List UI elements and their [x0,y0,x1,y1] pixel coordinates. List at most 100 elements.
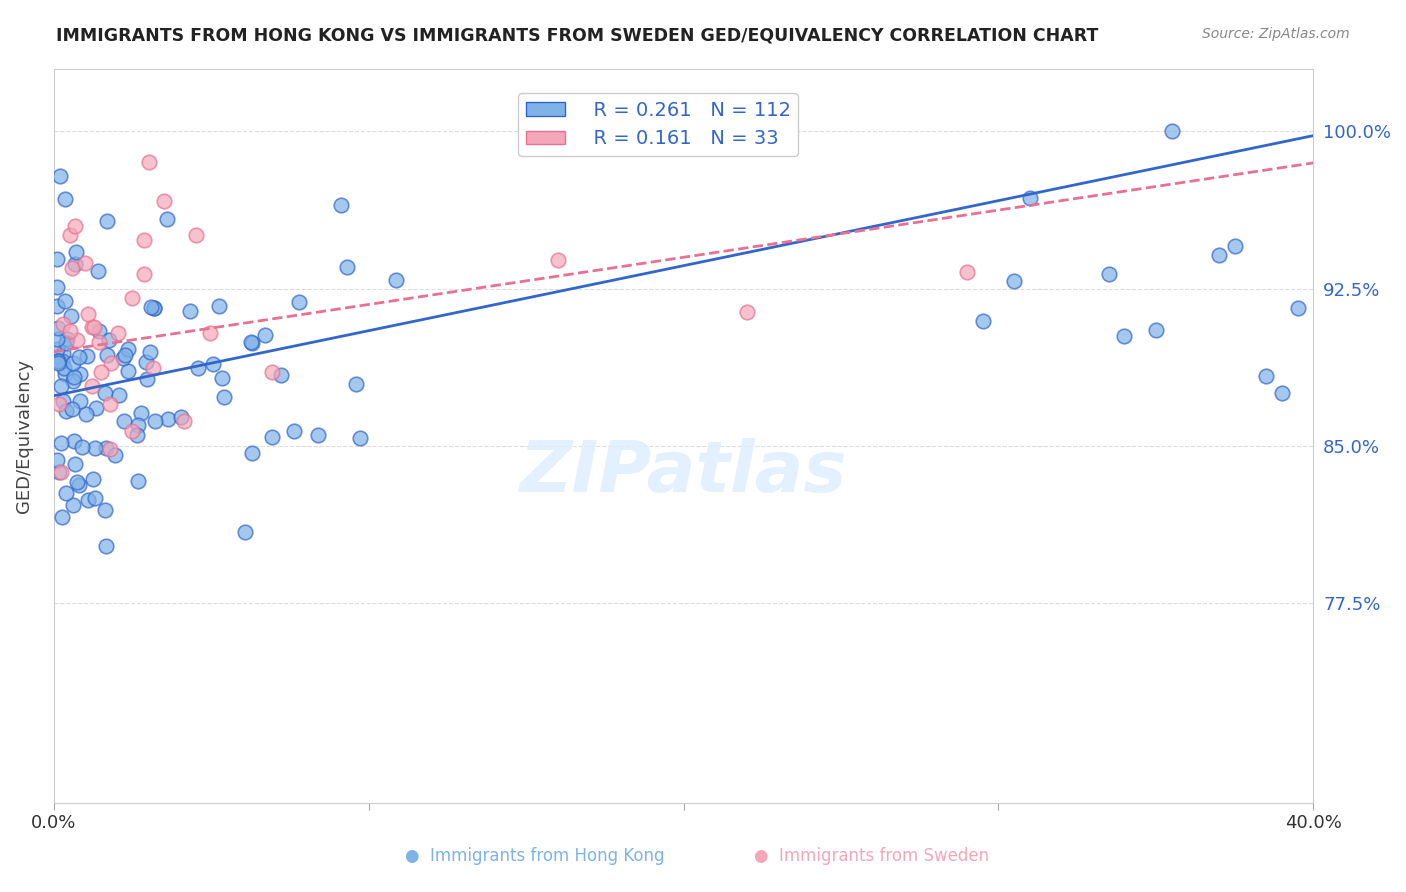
Point [87,335,110,350]
Point [60,260,83,275]
Point [59,227,82,242]
Point [344,376,367,391]
Point [67,350,90,364]
Point [107,326,129,340]
Point [121,425,143,439]
Point [53,368,76,382]
Point [46,453,69,467]
Point [187,361,209,376]
Point [143,301,166,315]
Point [547,253,569,268]
Point [104,449,127,463]
Point [46,332,69,346]
Point [49,465,72,479]
Point [156,412,179,426]
Point [76,349,98,363]
Point [87,324,110,338]
Point [98,442,121,456]
Point [70,440,93,454]
Point [90,365,112,379]
Point [208,299,231,313]
Point [55,404,77,418]
Point [94,441,117,455]
Point [48,465,70,479]
Point [53,360,76,375]
Point [75,407,97,421]
Point [138,345,160,359]
Point [127,418,149,433]
Point [129,406,152,420]
Point [63,219,86,233]
Point [136,372,159,386]
Point [1160,124,1182,138]
Point [52,393,75,408]
Point [349,431,371,445]
Point [51,378,73,392]
Point [1097,267,1119,281]
Point [49,435,72,450]
Point [69,367,91,381]
Point [48,169,70,183]
Point [254,327,277,342]
Point [83,320,105,334]
Point [127,475,149,489]
Point [1223,239,1246,253]
Point [75,256,97,270]
Point [139,301,162,315]
Point [69,394,91,409]
Point [62,356,84,370]
Point [200,326,222,340]
Point [262,430,284,444]
Point [330,198,353,212]
Point [956,265,979,279]
Point [184,228,207,243]
Point [240,334,263,349]
Point [53,294,76,309]
Point [93,386,115,401]
Point [112,351,135,365]
Point [335,260,357,274]
Point [46,354,69,368]
Point [87,263,110,277]
Point [46,299,69,313]
Point [94,540,117,554]
Point [142,360,165,375]
Point [80,379,103,393]
Point [83,441,105,455]
Point [52,317,75,331]
Point [98,397,121,411]
Point [46,356,69,370]
Point [65,475,87,489]
Point [51,510,73,524]
Point [46,252,69,266]
Point [65,244,87,259]
Point [283,424,305,438]
Point [735,305,758,319]
Point [77,492,100,507]
Point [201,358,224,372]
Point [307,427,329,442]
Text: ●  Immigrants from Hong Kong: ● Immigrants from Hong Kong [405,847,664,865]
Point [46,342,69,356]
Point [170,410,193,425]
Point [94,503,117,517]
Point [1271,385,1294,400]
Point [96,214,118,228]
Y-axis label: GED/Equivalency: GED/Equivalency [15,359,32,513]
Point [117,363,139,377]
Point [260,365,283,379]
Point [138,155,160,169]
Point [214,390,236,404]
Point [134,267,156,281]
Point [62,498,84,512]
Legend:   R = 0.261   N = 112,   R = 0.161   N = 33: R = 0.261 N = 112, R = 0.161 N = 33 [519,93,799,156]
Point [59,324,82,338]
Point [55,192,77,206]
Point [63,434,86,448]
Point [153,194,176,209]
Point [77,307,100,321]
Point [1254,369,1277,384]
Text: Source: ZipAtlas.com: Source: ZipAtlas.com [1202,27,1350,41]
Point [288,294,311,309]
Text: IMMIGRANTS FROM HONG KONG VS IMMIGRANTS FROM SWEDEN GED/EQUIVALENCY CORRELATION : IMMIGRANTS FROM HONG KONG VS IMMIGRANTS … [56,27,1098,45]
